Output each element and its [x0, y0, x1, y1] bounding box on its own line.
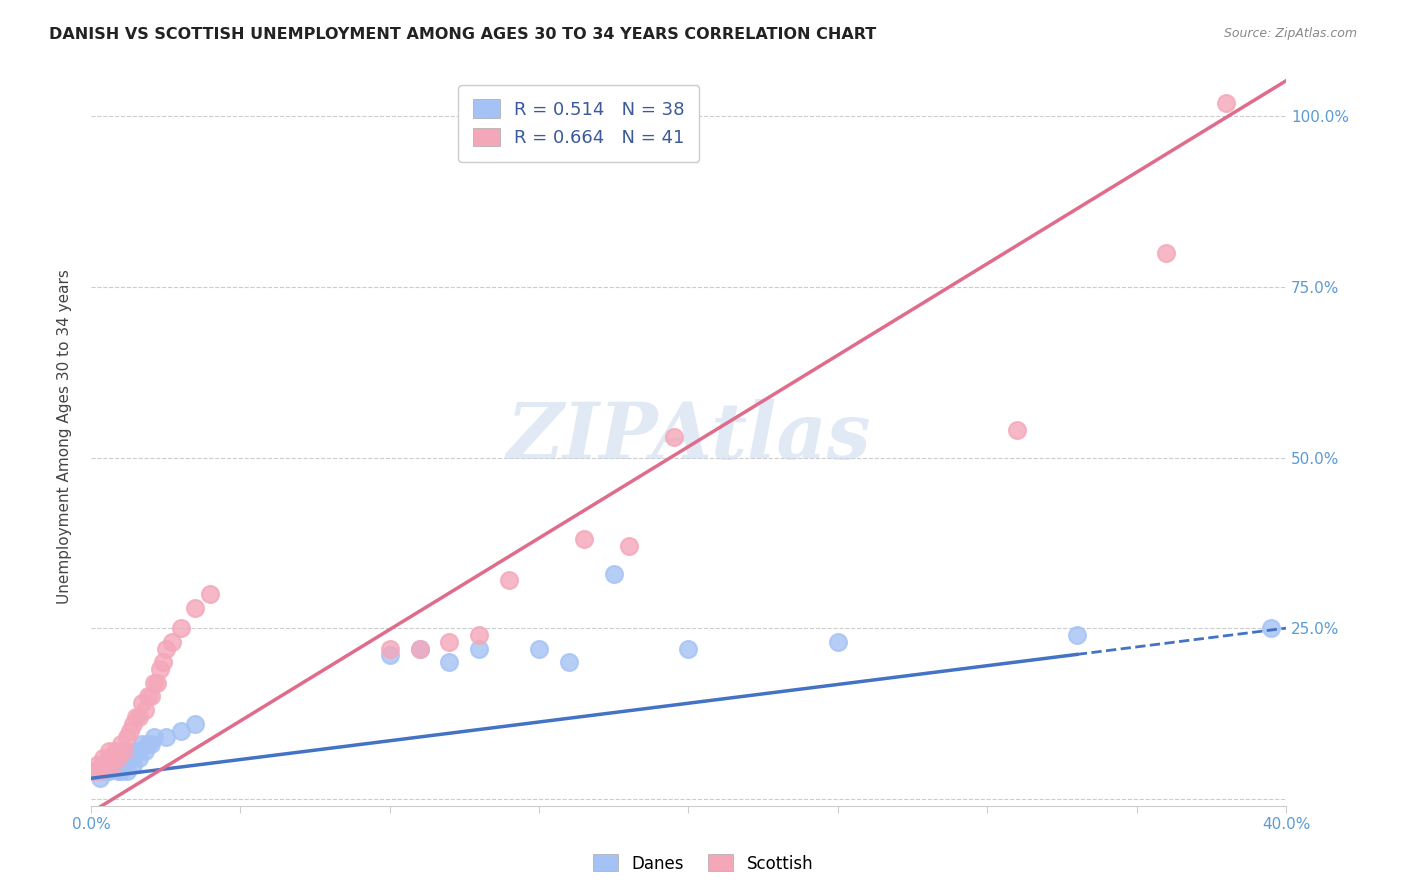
Point — [527, 641, 550, 656]
Point — [121, 716, 143, 731]
Point — [101, 757, 124, 772]
Point — [112, 757, 135, 772]
Point — [107, 764, 129, 779]
Point — [134, 703, 156, 717]
Point — [408, 641, 430, 656]
Text: ZIPAtlas: ZIPAtlas — [506, 399, 870, 475]
Point — [101, 757, 124, 772]
Point — [110, 737, 132, 751]
Point — [139, 737, 162, 751]
Point — [131, 737, 153, 751]
Point — [439, 635, 461, 649]
Point — [83, 764, 105, 779]
Point — [121, 757, 143, 772]
Point — [142, 731, 165, 745]
Point — [136, 737, 159, 751]
Point — [378, 641, 401, 656]
Point — [136, 690, 159, 704]
Point — [134, 744, 156, 758]
Point — [678, 641, 700, 656]
Point — [498, 574, 520, 588]
Point — [104, 744, 127, 758]
Point — [139, 690, 162, 704]
Point — [145, 675, 167, 690]
Point — [97, 751, 120, 765]
Point — [142, 675, 165, 690]
Point — [83, 764, 105, 779]
Point — [125, 744, 148, 758]
Point — [160, 635, 183, 649]
Point — [468, 628, 491, 642]
Point — [184, 716, 207, 731]
Point — [118, 751, 141, 765]
Point — [131, 696, 153, 710]
Point — [118, 723, 141, 738]
Point — [155, 731, 177, 745]
Point — [152, 655, 174, 669]
Point — [200, 587, 222, 601]
Point — [617, 539, 640, 553]
Point — [155, 641, 177, 656]
Point — [1215, 95, 1237, 110]
Point — [1066, 628, 1088, 642]
Point — [89, 772, 111, 786]
Point — [104, 757, 127, 772]
Y-axis label: Unemployment Among Ages 30 to 34 years: Unemployment Among Ages 30 to 34 years — [58, 269, 72, 605]
Point — [86, 757, 108, 772]
Point — [558, 655, 581, 669]
Point — [91, 751, 114, 765]
Point — [97, 744, 120, 758]
Point — [94, 757, 117, 772]
Point — [115, 731, 138, 745]
Point — [169, 621, 191, 635]
Point — [112, 744, 135, 758]
Point — [149, 662, 172, 676]
Point — [97, 764, 120, 779]
Point — [91, 757, 114, 772]
Text: Source: ZipAtlas.com: Source: ZipAtlas.com — [1223, 27, 1357, 40]
Point — [169, 723, 191, 738]
Point — [468, 641, 491, 656]
Point — [128, 751, 150, 765]
Point — [408, 641, 430, 656]
Point — [128, 744, 150, 758]
Point — [1005, 423, 1028, 437]
Point — [94, 764, 117, 779]
Point — [110, 764, 132, 779]
Point — [110, 751, 132, 765]
Legend: Danes, Scottish: Danes, Scottish — [586, 847, 820, 880]
Legend: R = 0.514   N = 38, R = 0.664   N = 41: R = 0.514 N = 38, R = 0.664 N = 41 — [458, 85, 699, 161]
Point — [184, 600, 207, 615]
Text: DANISH VS SCOTTISH UNEMPLOYMENT AMONG AGES 30 TO 34 YEARS CORRELATION CHART: DANISH VS SCOTTISH UNEMPLOYMENT AMONG AG… — [49, 27, 876, 42]
Point — [603, 566, 626, 581]
Point — [107, 751, 129, 765]
Point — [439, 655, 461, 669]
Point — [378, 648, 401, 663]
Point — [128, 710, 150, 724]
Point — [662, 430, 685, 444]
Point — [89, 764, 111, 779]
Point — [572, 533, 595, 547]
Point — [115, 764, 138, 779]
Point — [827, 635, 849, 649]
Point — [1260, 621, 1282, 635]
Point — [1156, 245, 1178, 260]
Point — [86, 764, 108, 779]
Point — [97, 751, 120, 765]
Point — [125, 710, 148, 724]
